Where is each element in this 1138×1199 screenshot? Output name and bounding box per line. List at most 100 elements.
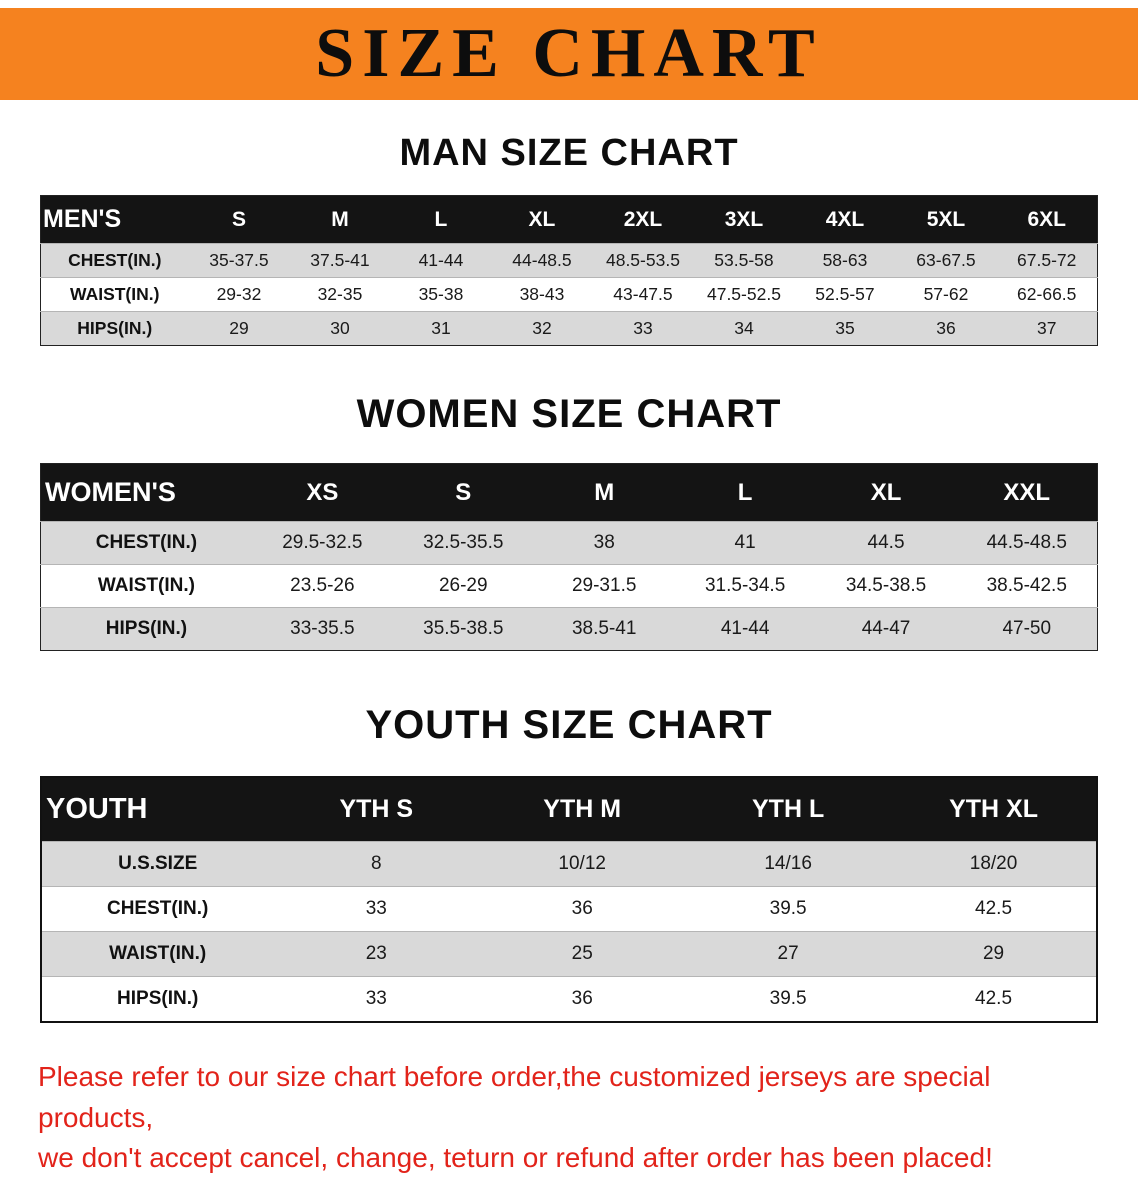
value-cell: 48.5-53.5	[592, 243, 694, 278]
value-cell: 41-44	[390, 243, 492, 278]
row-label-cell: WAIST(IN.)	[40, 277, 189, 312]
value-cell: 27	[685, 931, 892, 977]
men-section-heading: MAN SIZE CHART	[399, 132, 739, 174]
table-header-row: WOMEN'S XS S M L XL XXL	[40, 463, 1098, 522]
size-header-cell: XS	[251, 463, 393, 522]
value-cell: 58-63	[794, 243, 896, 278]
table-title-cell: WOMEN'S	[40, 463, 252, 522]
size-table: MEN'S S M L XL 2XL 3XL 4XL 5XL 6XL CHEST(IN.) 35-37…	[40, 195, 1098, 346]
size-table: YOUTH YTH S YTH M YTH L YTH XL U.S.SIZE 8 10/12…	[40, 776, 1098, 1023]
men-size-section: MAN SIZE CHART MEN'S S M L XL 2XL 3XL 4XL 5XL 6XL…	[0, 132, 1138, 346]
size-header-cell: L	[674, 463, 816, 522]
table-title-cell: YOUTH	[41, 777, 274, 842]
value-cell: 44.5-48.5	[956, 521, 1098, 565]
value-cell: 10/12	[479, 841, 686, 887]
value-cell: 41	[674, 521, 816, 565]
size-header-cell: XXL	[956, 463, 1098, 522]
value-cell: 14/16	[685, 841, 892, 887]
size-header-cell: S	[392, 463, 534, 522]
table-row: CHEST(IN.) 33 36 39.5 42.5	[41, 886, 1097, 932]
table-row: WAIST(IN.) 23.5-26 26-29 29-31.5 31.5-34.5 34…	[40, 564, 1098, 608]
value-cell: 67.5-72	[996, 243, 1098, 278]
value-cell: 44-48.5	[491, 243, 593, 278]
table-header-row: MEN'S S M L XL 2XL 3XL 4XL 5XL 6XL	[40, 195, 1098, 244]
row-label-cell: CHEST(IN.)	[41, 886, 274, 932]
table-row: CHEST(IN.) 29.5-32.5 32.5-35.5 38 41 44.5 44.5…	[40, 521, 1098, 565]
value-cell: 32-35	[289, 277, 391, 312]
value-cell: 33	[592, 311, 694, 346]
table-row: WAIST(IN.) 29-32 32-35 35-38 38-43 43-47.5 47.…	[40, 277, 1098, 312]
value-cell: 32.5-35.5	[392, 521, 534, 565]
size-chart-banner: SIZE CHART	[0, 8, 1138, 100]
value-cell: 42.5	[891, 886, 1097, 932]
row-label-cell: HIPS(IN.)	[40, 311, 189, 346]
value-cell: 35	[794, 311, 896, 346]
note-line-1: Please refer to our size chart before or…	[38, 1061, 991, 1133]
value-cell: 52.5-57	[794, 277, 896, 312]
value-cell: 29-31.5	[533, 564, 675, 608]
size-header-cell: 4XL	[794, 195, 896, 244]
value-cell: 36	[479, 976, 686, 1022]
value-cell: 8	[273, 841, 480, 887]
value-cell: 62-66.5	[996, 277, 1098, 312]
value-cell: 38	[533, 521, 675, 565]
women-section-heading: WOMEN SIZE CHART	[356, 392, 782, 436]
value-cell: 33-35.5	[251, 607, 393, 651]
value-cell: 44.5	[815, 521, 957, 565]
value-cell: 26-29	[392, 564, 534, 608]
value-cell: 38.5-41	[533, 607, 675, 651]
size-header-cell: 5XL	[895, 195, 997, 244]
size-header-cell: XL	[815, 463, 957, 522]
value-cell: 23.5-26	[251, 564, 393, 608]
row-label-cell: U.S.SIZE	[41, 841, 274, 887]
value-cell: 37.5-41	[289, 243, 391, 278]
size-header-cell: L	[390, 195, 492, 244]
size-header-cell: 3XL	[693, 195, 795, 244]
size-header-cell: YTH L	[685, 777, 892, 842]
value-cell: 36	[479, 886, 686, 932]
women-size-section: WOMEN SIZE CHART WOMEN'S XS S M L XL XXL CHEST(…	[0, 392, 1138, 651]
page-title: SIZE CHART	[315, 15, 823, 92]
value-cell: 31	[390, 311, 492, 346]
table-title-cell: MEN'S	[40, 195, 189, 244]
youth-size-table: YOUTH YTH S YTH M YTH L YTH XL U.S.SIZE 8 10/12…	[0, 776, 1138, 1023]
value-cell: 25	[479, 931, 686, 977]
value-cell: 29.5-32.5	[251, 521, 393, 565]
value-cell: 53.5-58	[693, 243, 795, 278]
size-table: WOMEN'S XS S M L XL XXL CHEST(IN.) 29.5-32.5 32.5…	[40, 463, 1098, 651]
value-cell: 47-50	[956, 607, 1098, 651]
row-label-cell: CHEST(IN.)	[40, 243, 189, 278]
size-header-cell: YTH XL	[891, 777, 1097, 842]
value-cell: 36	[895, 311, 997, 346]
value-cell: 34.5-38.5	[815, 564, 957, 608]
value-cell: 33	[273, 886, 480, 932]
size-header-cell: 2XL	[592, 195, 694, 244]
value-cell: 32	[491, 311, 593, 346]
value-cell: 39.5	[685, 976, 892, 1022]
value-cell: 34	[693, 311, 795, 346]
value-cell: 23	[273, 931, 480, 977]
row-label-cell: WAIST(IN.)	[41, 931, 274, 977]
table-row: HIPS(IN.) 33 36 39.5 42.5	[41, 976, 1097, 1022]
row-label-cell: HIPS(IN.)	[41, 976, 274, 1022]
table-row: WAIST(IN.) 23 25 27 29	[41, 931, 1097, 977]
value-cell: 29	[188, 311, 290, 346]
value-cell: 47.5-52.5	[693, 277, 795, 312]
note-line-2: we don't accept cancel, change, teturn o…	[38, 1142, 993, 1174]
value-cell: 38.5-42.5	[956, 564, 1098, 608]
size-header-cell: 6XL	[996, 195, 1098, 244]
value-cell: 63-67.5	[895, 243, 997, 278]
row-label-cell: CHEST(IN.)	[40, 521, 252, 565]
value-cell: 37	[996, 311, 1098, 346]
youth-size-section: YOUTH SIZE CHART YOUTH YTH S YTH M YTH L YTH…	[0, 703, 1138, 1023]
value-cell: 39.5	[685, 886, 892, 932]
youth-section-heading: YOUTH SIZE CHART	[365, 703, 773, 747]
size-header-cell: XL	[491, 195, 593, 244]
table-row: U.S.SIZE 8 10/12 14/16 18/20	[41, 841, 1097, 887]
size-header-cell: M	[533, 463, 675, 522]
value-cell: 41-44	[674, 607, 816, 651]
value-cell: 35-37.5	[188, 243, 290, 278]
footer-note: Please refer to our size chart before or…	[38, 1057, 1100, 1179]
women-size-table: WOMEN'S XS S M L XL XXL CHEST(IN.) 29.5-32.5 32.5…	[0, 463, 1138, 651]
value-cell: 35-38	[390, 277, 492, 312]
